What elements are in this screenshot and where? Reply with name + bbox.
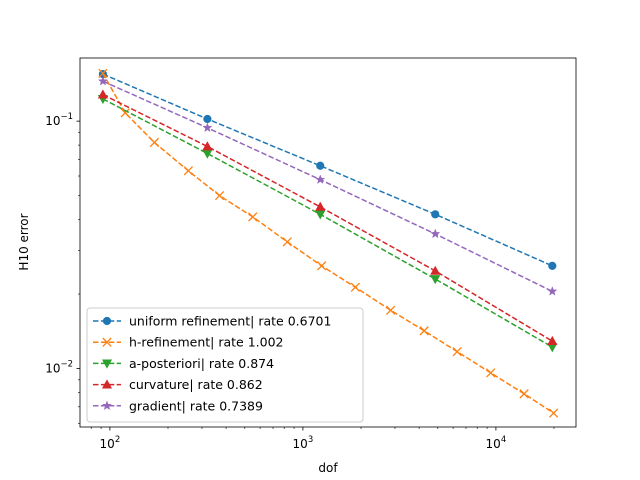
data-point-stroke-b <box>183 166 194 176</box>
data-point <box>386 305 396 315</box>
y-tick-label-exponent: −1 <box>60 112 73 122</box>
legend-marker-stroke-b <box>102 337 112 347</box>
legend-item: a-posteriori| rate 0.874 <box>93 356 274 371</box>
x-tick-label-exponent: 2 <box>115 435 120 445</box>
x-tick-label-base: 10 <box>486 437 501 451</box>
data-point <box>149 137 160 148</box>
x-tick-label-base: 10 <box>100 437 115 451</box>
data-point-stroke-b <box>419 326 429 336</box>
series-line <box>102 93 553 342</box>
data-point <box>486 368 496 378</box>
data-point <box>452 346 462 357</box>
data-point <box>248 212 258 222</box>
x-tick-label: 104 <box>486 435 507 451</box>
data-point <box>548 408 559 418</box>
data-point <box>202 122 213 133</box>
data-point-stroke-b <box>282 237 292 247</box>
data-point <box>315 174 326 184</box>
y-axis-label: H10 error <box>17 213 31 270</box>
data-point <box>430 275 441 285</box>
legend-label: uniform refinement| rate 0.6701 <box>129 314 331 329</box>
plot-area <box>97 68 559 418</box>
legend-marker <box>101 379 113 389</box>
x-tick-label: 102 <box>100 435 121 451</box>
axes-frame <box>79 57 577 428</box>
data-point <box>547 286 558 296</box>
legend-label: a-posteriori| rate 0.874 <box>129 356 274 371</box>
y-tick-label-base: 10 <box>45 114 60 128</box>
data-point <box>183 166 194 176</box>
data-point <box>97 75 108 86</box>
data-point <box>316 161 325 170</box>
data-point-stroke-b <box>350 282 361 292</box>
data-point-stroke-b <box>548 408 559 418</box>
series-4 <box>97 89 558 345</box>
x-tick-label: 103 <box>293 435 314 451</box>
data-point <box>202 141 213 151</box>
y-tick-label: 10−2 <box>45 359 73 375</box>
data-point <box>282 237 292 247</box>
legend-marker <box>101 359 113 369</box>
data-point-stroke-b <box>248 212 258 222</box>
legend-marker <box>101 400 113 411</box>
data-point <box>316 261 327 271</box>
legend-item: gradient| rate 0.7389 <box>93 398 263 413</box>
legend-label: curvature| rate 0.862 <box>129 377 263 392</box>
series-2 <box>98 68 559 418</box>
data-point <box>98 68 108 79</box>
data-point-stroke-b <box>386 305 396 315</box>
y-tick-label-base: 10 <box>45 361 60 375</box>
data-point <box>430 228 441 239</box>
legend-item: uniform refinement| rate 0.6701 <box>93 314 331 329</box>
data-point <box>430 265 441 275</box>
x-axis: 102 103 104 <box>90 427 555 451</box>
legend-marker <box>102 316 112 326</box>
data-point <box>548 261 557 270</box>
y-tick-label: 10−1 <box>45 112 73 128</box>
data-point-stroke-b <box>120 108 130 118</box>
x-tick-label-base: 10 <box>293 437 308 451</box>
data-point <box>214 190 225 201</box>
x-axis-label: dof <box>318 461 338 475</box>
legend-label: h-refinement| rate 1.002 <box>129 335 284 350</box>
data-point-stroke-b <box>214 190 225 201</box>
legend-item: curvature| rate 0.862 <box>93 377 263 392</box>
series-line <box>102 73 553 267</box>
data-point <box>203 114 212 124</box>
data-point <box>315 210 326 220</box>
data-point-stroke-b <box>519 389 529 399</box>
data-point-stroke-b <box>149 137 160 148</box>
legend-label: gradient| rate 0.7389 <box>129 398 263 413</box>
data-point <box>315 201 326 211</box>
data-point <box>120 108 130 118</box>
legend-box <box>86 307 364 423</box>
data-point <box>431 210 440 219</box>
legend-marker <box>102 337 112 347</box>
legend: uniform refinement| rate 0.6701 h-refinem… <box>86 307 364 423</box>
x-tick-label-exponent: 3 <box>308 435 313 445</box>
legend-item: h-refinement| rate 1.002 <box>93 335 284 350</box>
x-tick-label-exponent: 4 <box>501 435 506 445</box>
data-point <box>97 89 108 99</box>
data-point-stroke-b <box>98 68 108 79</box>
data-point <box>419 326 429 336</box>
data-point-stroke-b <box>452 346 462 357</box>
data-point-stroke-b <box>486 368 496 378</box>
y-tick-label-exponent: −2 <box>60 359 73 369</box>
data-point <box>547 335 558 345</box>
data-point-stroke-b <box>316 261 327 271</box>
data-point <box>350 282 361 292</box>
y-axis: 10−110−2 <box>45 112 80 424</box>
series-5 <box>97 75 558 296</box>
data-point <box>519 389 529 399</box>
